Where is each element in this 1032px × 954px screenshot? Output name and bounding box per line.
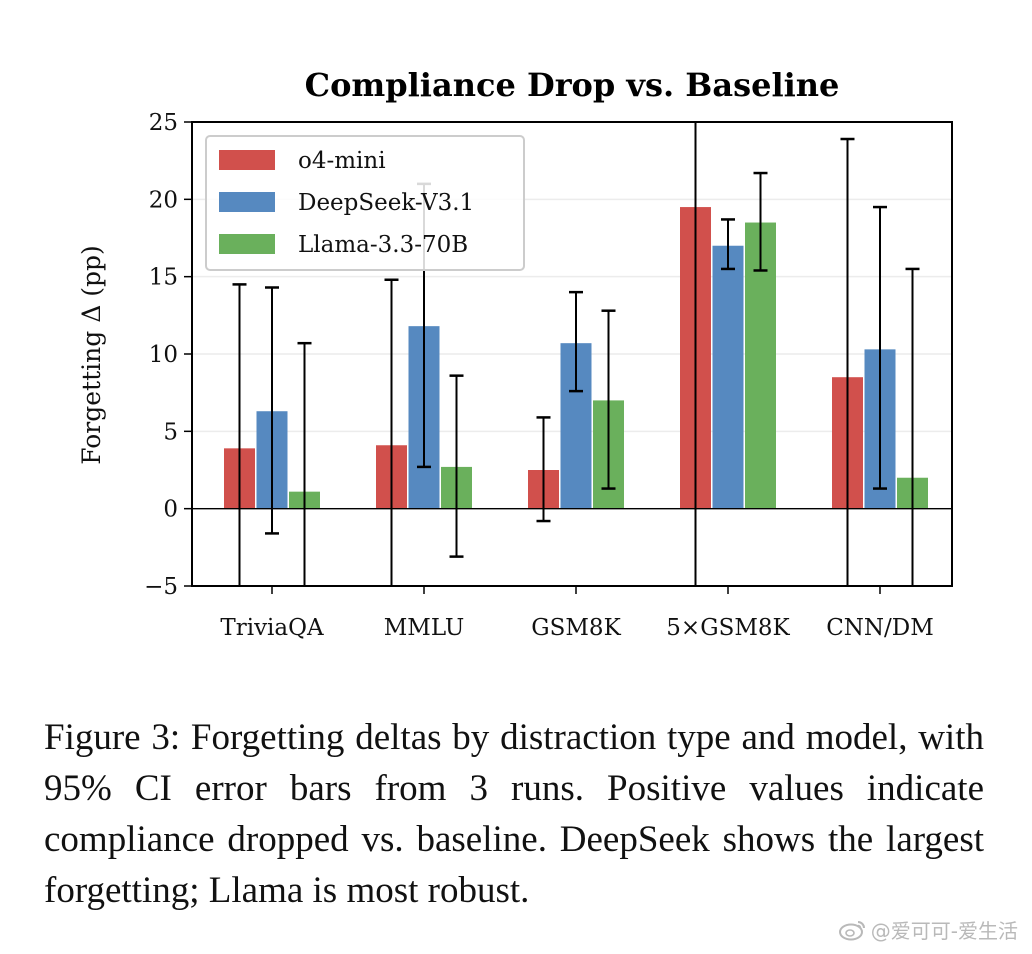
x-tick-label: TriviaQA [220,615,324,641]
watermark-text: @爱可可-爱生活 [870,919,1018,943]
legend-swatch [219,192,275,212]
watermark: @爱可可-爱生活 [838,915,1018,944]
y-tick-label: 10 [149,342,178,368]
chart-title: Compliance Drop vs. Baseline [305,66,840,104]
bars [224,207,928,509]
legend-label: Llama-3.3-70B [298,232,468,258]
legend: o4-mini DeepSeek-V3.1 Llama-3.3-70B [205,135,525,271]
y-tick-label: 20 [149,187,178,213]
error-bars [232,122,920,586]
weibo-icon [838,920,865,940]
y-tick-label: 25 [149,110,178,136]
legend-label: o4-mini [298,148,386,174]
legend-label: DeepSeek-V3.1 [298,190,474,216]
plot-frame [191,121,953,587]
y-axis-label: Forgetting Δ (pp) [77,245,106,464]
y-tick-label: 0 [163,497,178,523]
bar [712,245,744,509]
x-tick-label: GSM8K [531,615,621,641]
y-tick-label: −5 [144,574,178,600]
axes: −5 0 5 10 15 20 25 TriviaQA MMLU GSM8K 5×GSM8K CNN/… [144,110,953,641]
x-tick-label: CNN/DM [826,615,934,641]
legend-swatch [219,234,275,254]
legend-box [205,135,525,271]
legend-swatch [219,150,275,170]
x-tick-label: MMLU [384,615,465,641]
y-tick-label: 5 [163,419,178,445]
figure-caption: Figure 3: Forgetting deltas by distracti… [44,717,984,911]
x-tick-label: 5×GSM8K [666,615,790,641]
y-tick-label: 15 [149,265,178,291]
